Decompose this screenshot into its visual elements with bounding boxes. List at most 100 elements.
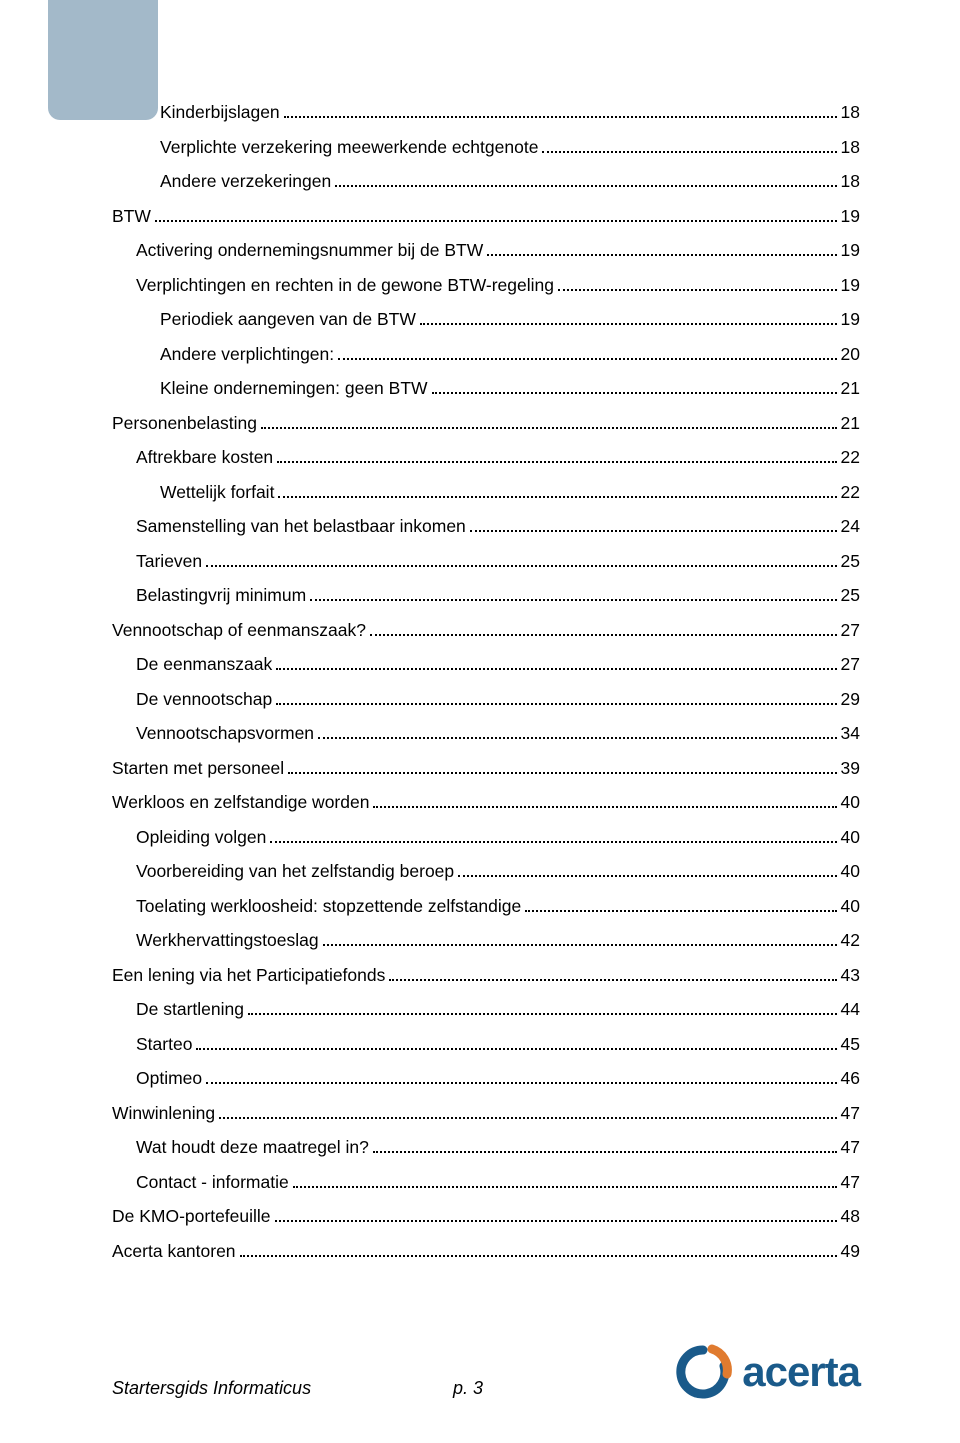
- toc-leader-dots: [206, 1082, 836, 1084]
- toc-leader-dots: [338, 358, 836, 360]
- toc-entry-label: Personenbelasting: [112, 413, 257, 434]
- toc-entry-label: Werkloos en zelfstandige worden: [112, 792, 369, 813]
- toc-entry-page: 19: [841, 240, 860, 261]
- toc-entry-label: Toelating werkloosheid: stopzettende zel…: [136, 896, 521, 917]
- toc-entry: Wettelijk forfait22: [112, 482, 860, 503]
- toc-entry-page: 27: [841, 620, 860, 641]
- toc-entry-page: 39: [841, 758, 860, 779]
- toc-leader-dots: [288, 772, 836, 774]
- toc-entry: De startlening44: [112, 999, 860, 1020]
- toc-entry-label: Verplichte verzekering meewerkende echtg…: [160, 137, 538, 158]
- toc-entry: Optimeo46: [112, 1068, 860, 1089]
- toc-entry-page: 49: [841, 1241, 860, 1262]
- toc-entry-label: Werkhervattingstoeslag: [136, 930, 319, 951]
- toc-entry: Een lening via het Participatiefonds43: [112, 965, 860, 986]
- toc-entry: Werkhervattingstoeslag 42: [112, 930, 860, 951]
- footer-doc-title: Startersgids Informaticus: [112, 1378, 311, 1399]
- toc-entry: Andere verzekeringen18: [112, 171, 860, 192]
- toc-entry-label: Wat houdt deze maatregel in?: [136, 1137, 369, 1158]
- toc-entry-page: 44: [841, 999, 860, 1020]
- toc-entry-label: Opleiding volgen: [136, 827, 266, 848]
- toc-leader-dots: [261, 427, 837, 429]
- toc-leader-dots: [525, 910, 836, 912]
- toc-entry-label: Aftrekbare kosten: [136, 447, 273, 468]
- toc-entry-label: Starten met personeel: [112, 758, 284, 779]
- toc-entry: De KMO-portefeuille48: [112, 1206, 860, 1227]
- toc-entry-page: 29: [841, 689, 860, 710]
- toc-entry-page: 19: [841, 309, 860, 330]
- toc-entry: Winwinlening47: [112, 1103, 860, 1124]
- toc-leader-dots: [370, 634, 837, 636]
- toc-entry: Personenbelasting21: [112, 413, 860, 434]
- toc-entry-page: 19: [841, 275, 860, 296]
- toc-leader-dots: [293, 1186, 837, 1188]
- toc-entry-label: Vennootschap of eenmanszaak?: [112, 620, 366, 641]
- toc-leader-dots: [373, 806, 836, 808]
- toc-leader-dots: [275, 1220, 837, 1222]
- toc-entry: Wat houdt deze maatregel in?47: [112, 1137, 860, 1158]
- toc-entry-page: 25: [841, 585, 860, 606]
- toc-leader-dots: [276, 703, 836, 705]
- toc-entry: Werkloos en zelfstandige worden 40: [112, 792, 860, 813]
- toc-entry-page: 25: [841, 551, 860, 572]
- toc-entry-page: 40: [841, 861, 860, 882]
- toc-entry: Activering ondernemingsnummer bij de BTW…: [112, 240, 860, 261]
- toc-leader-dots: [318, 737, 836, 739]
- toc-entry-page: 47: [841, 1172, 860, 1193]
- toc-leader-dots: [335, 185, 836, 187]
- toc-entry: Starten met personeel 39: [112, 758, 860, 779]
- toc-leader-dots: [196, 1048, 836, 1050]
- toc-leader-dots: [558, 289, 837, 291]
- toc-leader-dots: [542, 151, 836, 153]
- footer-page-number: p. 3: [453, 1378, 483, 1399]
- toc-entry: Andere verplichtingen:20: [112, 344, 860, 365]
- toc-entry-label: Periodiek aangeven van de BTW: [160, 309, 416, 330]
- toc-entry-label: Belastingvrij minimum: [136, 585, 306, 606]
- toc-leader-dots: [240, 1255, 837, 1257]
- toc-entry-label: Een lening via het Participatiefonds: [112, 965, 385, 986]
- toc-entry-page: 46: [841, 1068, 860, 1089]
- toc-leader-dots: [219, 1117, 836, 1119]
- toc-entry-label: Starteo: [136, 1034, 192, 1055]
- toc-entry-label: Verplichtingen en rechten in de gewone B…: [136, 275, 554, 296]
- toc-entry: Belastingvrij minimum 25: [112, 585, 860, 606]
- toc-entry-page: 22: [841, 447, 860, 468]
- acerta-logo-text: acerta: [742, 1348, 860, 1396]
- toc-entry-label: De KMO-portefeuille: [112, 1206, 271, 1227]
- toc-entry: Voorbereiding van het zelfstandig beroep…: [112, 861, 860, 882]
- acerta-logo: acerta: [672, 1344, 860, 1399]
- toc-entry-page: 18: [841, 171, 860, 192]
- toc-leader-dots: [278, 496, 836, 498]
- toc-leader-dots: [389, 979, 836, 981]
- toc-entry: Toelating werkloosheid: stopzettende zel…: [112, 896, 860, 917]
- toc-entry-label: Tarieven: [136, 551, 202, 572]
- toc-entry: Tarieven 25: [112, 551, 860, 572]
- toc-entry-page: 40: [841, 896, 860, 917]
- toc-entry-label: Kinderbijslagen: [160, 102, 280, 123]
- toc-leader-dots: [277, 461, 836, 463]
- toc-entry: Aftrekbare kosten 22: [112, 447, 860, 468]
- toc-entry-page: 42: [841, 930, 860, 951]
- acerta-logo-icon: [672, 1344, 734, 1399]
- toc-entry: Contact - informatie47: [112, 1172, 860, 1193]
- toc-entry-label: Vennootschapsvormen: [136, 723, 314, 744]
- toc-entry-label: De eenmanszaak: [136, 654, 272, 675]
- toc-entry-page: 40: [841, 792, 860, 813]
- page-footer: Startersgids Informaticus p. 3 acerta: [112, 1344, 860, 1399]
- toc-entry: Starteo 45: [112, 1034, 860, 1055]
- toc-entry-page: 21: [841, 378, 860, 399]
- toc-entry-page: 18: [841, 102, 860, 123]
- toc-entry-page: 18: [841, 137, 860, 158]
- toc-entry-page: 45: [841, 1034, 860, 1055]
- toc-entry-page: 27: [841, 654, 860, 675]
- toc-leader-dots: [420, 323, 837, 325]
- toc-leader-dots: [432, 392, 837, 394]
- toc-entry: BTW19: [112, 206, 860, 227]
- toc-leader-dots: [470, 530, 837, 532]
- toc-entry-label: Samenstelling van het belastbaar inkomen: [136, 516, 466, 537]
- page: Kinderbijslagen 18 Verplichte verzekering …: [0, 0, 960, 1443]
- toc-entry: Verplichte verzekering meewerkende echtg…: [112, 137, 860, 158]
- toc-entry-label: Activering ondernemingsnummer bij de BTW: [136, 240, 483, 261]
- toc-entry-page: 24: [841, 516, 860, 537]
- toc-entry-label: Acerta kantoren: [112, 1241, 236, 1262]
